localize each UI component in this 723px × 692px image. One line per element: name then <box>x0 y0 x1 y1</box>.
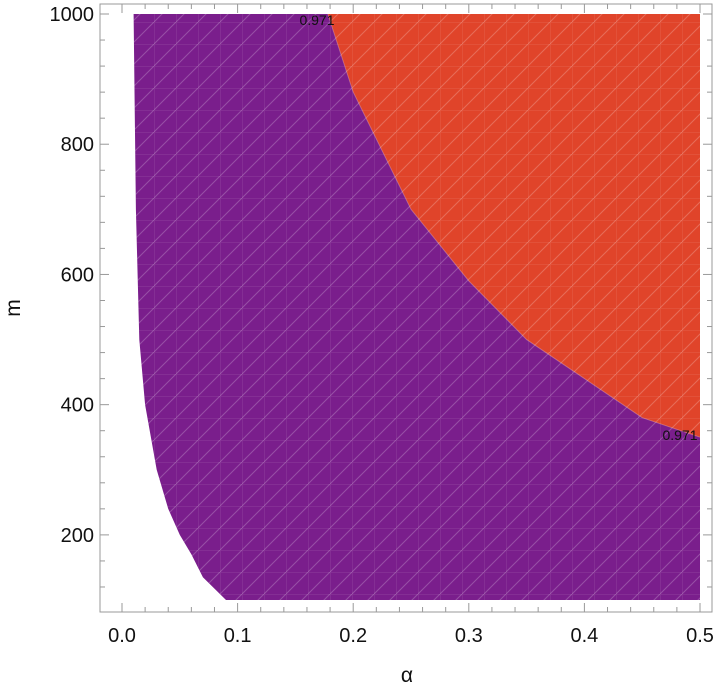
axis-ticks <box>100 4 712 612</box>
frame-box <box>99 3 713 613</box>
x-tick-label: 0.4 <box>570 625 598 647</box>
x-tick-label: 0.5 <box>686 625 714 647</box>
x-axis-label: α <box>401 664 413 687</box>
contour-regions <box>133 13 701 600</box>
contour-line <box>327 13 701 438</box>
y-tick-label: 400 <box>61 395 94 417</box>
contour-labels: 0.971 0.971 <box>299 12 697 443</box>
tick-labels: 0.0 0.1 0.2 0.3 0.4 0.5 200 400 600 800 1000 <box>50 4 714 647</box>
contour-value-label: 0.971 <box>299 12 334 28</box>
x-tick-label: 0.2 <box>339 625 367 647</box>
x-tick-label: 0.1 <box>224 625 252 647</box>
x-tick-label: 0.0 <box>108 625 136 647</box>
x-tick-label: 0.3 <box>455 625 483 647</box>
y-tick-label: 200 <box>61 525 94 547</box>
y-tick-label: 1000 <box>50 4 95 26</box>
y-axis-label: m <box>2 299 25 317</box>
mesh-overlay <box>133 14 701 600</box>
y-tick-label: 800 <box>61 134 94 156</box>
y-tick-label: 600 <box>61 264 94 286</box>
plot-frame <box>99 3 713 613</box>
contour-value-label: 0.971 <box>662 427 697 443</box>
